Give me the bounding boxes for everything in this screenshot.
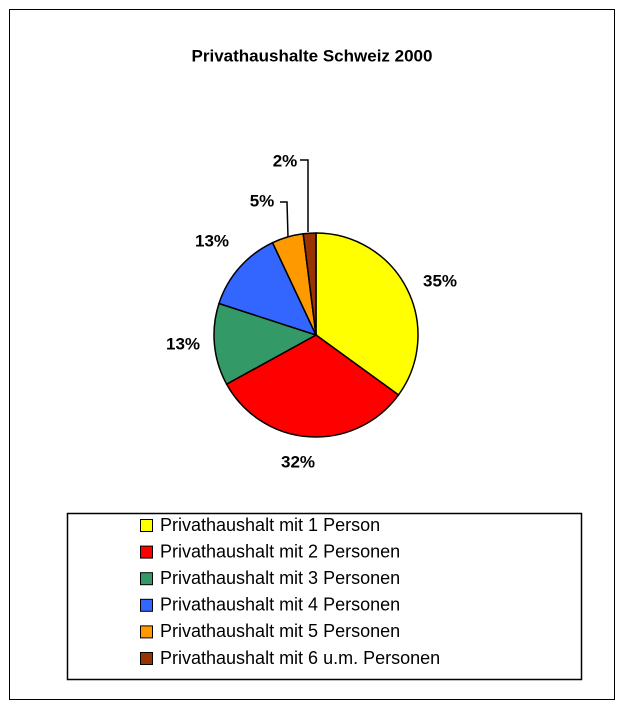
pie-slice (218, 241, 318, 337)
legend-label: Privathaushalt mit 1 Person (160, 515, 380, 535)
legend-label: Privathaushalt mit 2 Personen (160, 541, 400, 561)
pie-slice (315, 232, 419, 397)
data-label: 32% (281, 452, 315, 471)
leader-line (300, 159, 309, 232)
legend-label: Privathaushalt mit 4 Personen (160, 595, 400, 615)
data-label: 13% (166, 334, 200, 353)
legend-label: Privathaushalt mit 6 u.m. Personen (160, 648, 440, 668)
pie-slice (302, 232, 317, 336)
chart-title: Privathaushalte Schweiz 2000 (192, 46, 433, 65)
data-label: 35% (423, 271, 457, 290)
legend-swatch (140, 625, 153, 639)
legend-swatch (140, 545, 153, 559)
legend-swatch (140, 572, 153, 586)
pie-slice (213, 302, 318, 386)
data-label: 13% (195, 231, 229, 250)
pie-slice (225, 334, 400, 438)
leader-line (280, 201, 289, 238)
data-label: 2% (273, 151, 298, 170)
legend-label: Privathaushalt mit 5 Personen (160, 621, 400, 641)
legend-swatch (140, 652, 153, 665)
data-label: 5% (250, 191, 275, 210)
legend-swatch (140, 519, 153, 532)
legend-swatch (140, 598, 153, 612)
legend-box (66, 512, 583, 681)
legend-label: Privathaushalt mit 3 Personen (160, 568, 400, 588)
